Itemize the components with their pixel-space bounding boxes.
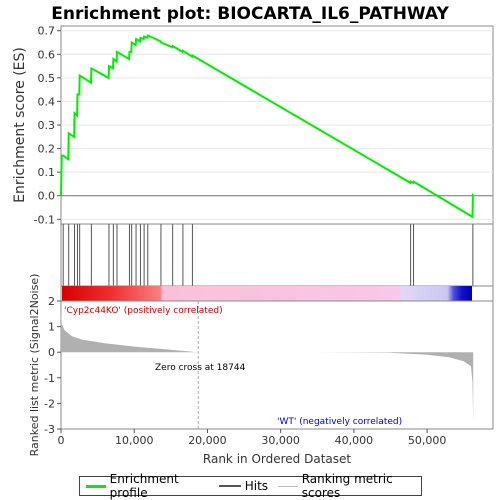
es-panel: -0.1 0.0 0.1 0.2 0.3 0.4 0.5 0.6 0.7 Enrichment …	[12, 25, 494, 226]
x-tick-label: 50,000	[408, 434, 447, 447]
es-y-axis-label: Enrichment score (ES)	[12, 47, 28, 203]
hits-swatch	[218, 485, 241, 487]
hits-frame	[60, 223, 494, 287]
x-tick-label: 20,000	[188, 434, 227, 447]
es-y-tick-label: 0.1	[38, 166, 56, 179]
chart-title: Enrichment plot: BIOCARTA_IL6_PATHWAY	[51, 4, 449, 24]
ranking-plot-frame	[60, 300, 494, 430]
rank-y-tick-label: -2	[44, 397, 55, 410]
rank-y-tick-label: 0	[48, 346, 55, 359]
ranking-metric-swatch	[278, 485, 298, 487]
x-tick-label: 40,000	[335, 434, 374, 447]
rank-y-tick-label: 1	[48, 321, 55, 334]
legend-label-enrichment-profile: Enrichment profile	[109, 472, 179, 500]
positive-correlation-label: 'Cyp2c44KO' (positively correlated)	[64, 306, 223, 316]
rank-y-tick-label: -1	[44, 372, 55, 385]
x-tick-label: 30,000	[261, 434, 300, 447]
ranking-y-axis-label: Ranked list metric (Signal2Noise)	[28, 274, 41, 457]
x-axis-label: Rank in Ordered Dataset	[203, 452, 351, 466]
zero-cross-label: Zero cross at 18744	[155, 363, 246, 373]
ranking-color-bar	[62, 286, 472, 301]
legend: Enrichment profile Hits Ranking metric s…	[79, 472, 422, 500]
negative-correlation-label: 'WT' (negatively correlated)	[277, 417, 402, 427]
enrichment-profile-line	[60, 33, 474, 219]
es-y-tick-label: 0.3	[38, 119, 56, 132]
x-tick-label: 10,000	[115, 434, 154, 447]
es-y-tick-label: -0.1	[34, 213, 55, 226]
es-y-tick-label: 0.6	[38, 48, 56, 61]
legend-item-ranking-metric: Ranking metric scores	[278, 472, 421, 500]
ranking-metric-panel: -3 -2 -1 0 1 2 0 10,000 20,000 30,000 40,000 50,00…	[28, 274, 494, 466]
es-y-tick-label: 0.7	[38, 25, 56, 38]
es-y-tick-label: 0.5	[38, 72, 56, 85]
legend-label-ranking-metric: Ranking metric scores	[301, 472, 393, 500]
rank-y-tick-label: -3	[44, 423, 55, 436]
x-tick-label: 0	[58, 434, 65, 447]
es-y-tick-label: 0.4	[38, 95, 56, 108]
legend-item-enrichment-profile: Enrichment profile	[86, 472, 209, 500]
es-y-tick-label: 0.0	[38, 190, 56, 203]
legend-label-hits: Hits	[244, 479, 269, 493]
es-y-tick-label: 0.2	[38, 143, 56, 156]
enrichment-profile-swatch	[86, 484, 106, 488]
hits-panel	[60, 223, 494, 302]
legend-item-hits: Hits	[218, 479, 269, 493]
rank-y-tick-label: 2	[48, 295, 55, 308]
